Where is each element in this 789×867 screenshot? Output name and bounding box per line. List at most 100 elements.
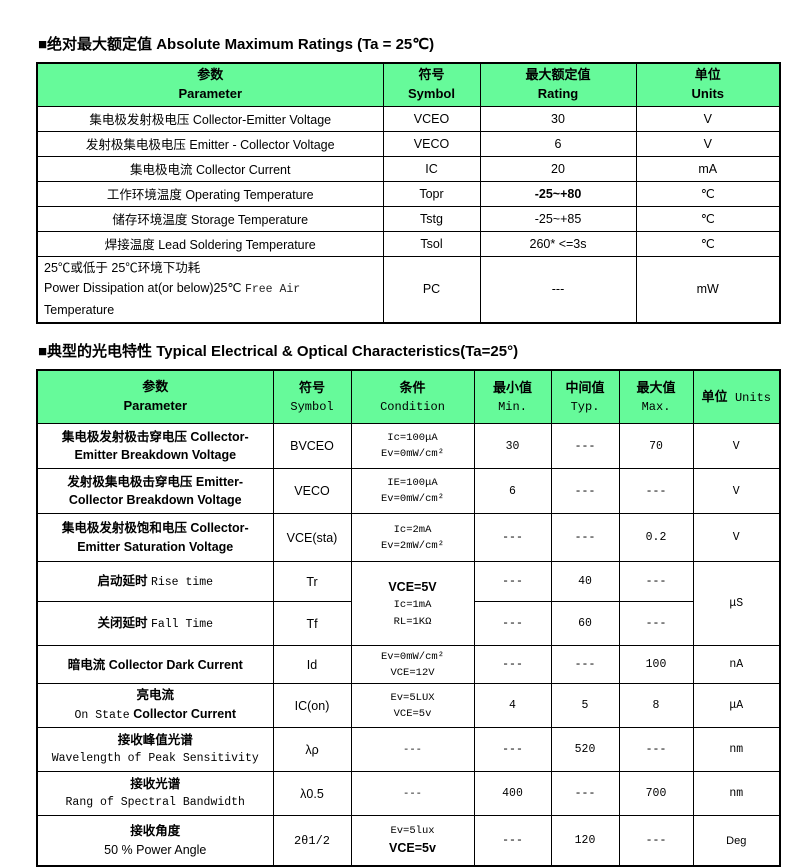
rating-cell: ---: [479, 255, 637, 324]
col-header-symbol-zh: 符号: [298, 379, 325, 395]
min-cell: ---: [473, 645, 552, 685]
table-row: 焊接温度 Lead Soldering Temperature Tsol 260…: [36, 230, 781, 257]
units-cell: nm: [692, 727, 781, 773]
typ-cell: 40: [550, 561, 620, 603]
condition-cell: Ev=0mW/cm² VCE=12V: [350, 645, 475, 685]
col-header-parameter-zh: 参数: [142, 379, 169, 395]
param-cell: 接收光谱 Rang of Spectral Bandwidth: [36, 771, 274, 817]
condition-cell: ---: [350, 771, 475, 817]
col-header-typ-en: Typ.: [570, 399, 600, 414]
units-cell: nA: [692, 645, 781, 685]
max-cell: 70: [618, 423, 694, 470]
param-cell: 接收峰值光谱 Wavelength of Peak Sensitivity: [36, 727, 274, 773]
param-line2: Emitter Saturation Voltage: [77, 539, 234, 554]
table-row: 接收角度 50 % Power Angle 2θ1/2 Ev=5lux VCE=…: [36, 815, 781, 867]
param-line1: 接收光谱: [130, 777, 181, 792]
table-row: 亮电流 On State Collector Current IC(on) Ev…: [36, 683, 781, 729]
max-cell: 100: [618, 645, 694, 685]
condition-line1: Ev=0mW/cm²: [380, 650, 444, 663]
table-row: 暗电流 Collector Dark Current Id Ev=0mW/cm²…: [36, 645, 781, 685]
condition-cell: Ic=100μA Ev=0mW/cm²: [350, 423, 475, 470]
max-cell: 700: [618, 771, 694, 817]
param-line2: Rang of Spectral Bandwidth: [65, 796, 245, 810]
units-cell: Deg: [692, 815, 781, 867]
param-zh: 暗电流: [67, 657, 106, 672]
param-cell: 焊接温度 Lead Soldering Temperature: [36, 230, 384, 257]
col-header-symbol-en: Symbol: [408, 85, 455, 101]
symbol-cell: VECO: [272, 468, 352, 515]
table-row: 关闭延时 Fall Time Tf --- 60 ---: [36, 601, 780, 647]
col-header-parameter-en: Parameter: [178, 85, 243, 101]
col-header-max-en: Max.: [641, 399, 671, 414]
param-line1: 接收角度: [130, 823, 181, 838]
min-cell: ---: [473, 561, 552, 603]
condition-line1: Ev=5LUX: [390, 691, 435, 704]
param-line1: 发射极集电极击穿电压 Emitter-: [67, 474, 244, 489]
condition-cell: Ev=5lux VCE=5v: [350, 815, 475, 867]
param-en: Collector Dark Current: [108, 657, 243, 672]
param-cell: 集电极发射极击穿电压 Collector- Emitter Breakdown …: [36, 423, 274, 470]
power-dissipation-line1: 25℃或低于 25℃环境下功耗: [44, 260, 201, 275]
param-en-mono: On State: [74, 709, 130, 723]
condition-line1: Ev=5lux: [390, 824, 435, 837]
condition-line1: Ic=2mA: [393, 523, 432, 536]
max-cell: 8: [618, 683, 694, 729]
max-cell: ---: [618, 601, 694, 647]
col-header-max-zh: 最大值: [636, 379, 676, 395]
col-header-condition-en: Condition: [380, 399, 445, 414]
param-line2: Emitter Breakdown Voltage: [74, 448, 237, 463]
units-cell: V: [635, 130, 781, 157]
condition-line1: VCE=5V: [388, 579, 437, 594]
symbol-cell: VCE(sta): [272, 513, 352, 563]
units-cell: V: [692, 513, 781, 563]
symbol-cell: Tr: [272, 561, 352, 603]
max-cell: 0.2: [618, 513, 694, 563]
symbol-cell: Tsol: [382, 230, 481, 257]
col-header-units-en: Units: [691, 85, 725, 101]
typ-cell: ---: [550, 513, 620, 563]
rating-cell: 30: [479, 105, 637, 132]
min-cell: 4: [473, 683, 552, 729]
symbol-cell: VCEO: [382, 105, 481, 132]
typ-cell: ---: [550, 645, 620, 685]
min-cell: ---: [473, 513, 552, 563]
table-row: 工作环境温度 Operating Temperature Topr -25~+8…: [36, 180, 781, 207]
units-cell: ℃: [635, 230, 781, 257]
condition-line2: VCE=12V: [390, 666, 435, 679]
condition-line1: IE=100μA: [387, 477, 438, 490]
opt-char-title: ■典型的光电特性 Typical Electrical & Optical Ch…: [38, 342, 519, 360]
condition-line2: VCE=5v: [393, 707, 432, 720]
col-header-min: 最小值 Min.: [473, 369, 552, 425]
param-line2: On State Collector Current: [40, 705, 271, 725]
param-line2: Wavelength of Peak Sensitivity: [51, 752, 259, 766]
units-cell: mA: [635, 155, 781, 182]
symbol-cell: IC: [382, 155, 481, 182]
symbol-cell: Tstg: [382, 205, 481, 232]
param-cell: 关闭延时 Fall Time: [36, 601, 274, 647]
col-header-max: 最大值 Max.: [618, 369, 694, 425]
param-line1: 接收峰值光谱: [117, 733, 193, 748]
rating-cell: 6: [479, 130, 637, 157]
param-line1: 亮电流: [136, 688, 174, 703]
param-line2: 50 % Power Angle: [104, 842, 207, 857]
symbol-cell: Topr: [382, 180, 481, 207]
abs-max-table: 参数 Parameter 符号 Symbol 最大额定值 Rating 单位 U…: [36, 62, 781, 324]
min-cell: ---: [473, 601, 552, 647]
min-cell: ---: [473, 727, 552, 773]
col-header-typ-zh: 中间值: [565, 379, 605, 395]
units-cell: V: [635, 105, 781, 132]
symbol-cell: IC(on): [272, 683, 352, 729]
param-cell: 集电极发射极饱和电压 Collector- Emitter Saturation…: [36, 513, 274, 563]
col-header-condition-zh: 条件: [399, 379, 426, 395]
condition-line3: RL=1KΩ: [393, 615, 432, 628]
table-row: 集电极发射极击穿电压 Collector- Emitter Breakdown …: [36, 423, 781, 470]
condition-line2: Ev=0mW/cm²: [380, 493, 444, 506]
table-row: 启动延时 Rise time Tr VCE=5V Ic=1mA RL=1KΩ -…: [36, 561, 781, 647]
rating-cell: -25~+80: [479, 180, 637, 207]
condition-cell: Ic=2mA Ev=2mW/cm²: [350, 513, 475, 563]
col-header-parameter-en: Parameter: [123, 398, 188, 414]
abs-max-title: ■绝对最大额定值 Absolute Maximum Ratings (Ta = …: [38, 36, 435, 53]
opt-char-header-row: 参数 Parameter 符号 Symbol 条件 Condition 最小值 …: [36, 369, 781, 425]
param-cell: 接收角度 50 % Power Angle: [36, 815, 274, 867]
symbol-cell: PC: [382, 255, 481, 324]
